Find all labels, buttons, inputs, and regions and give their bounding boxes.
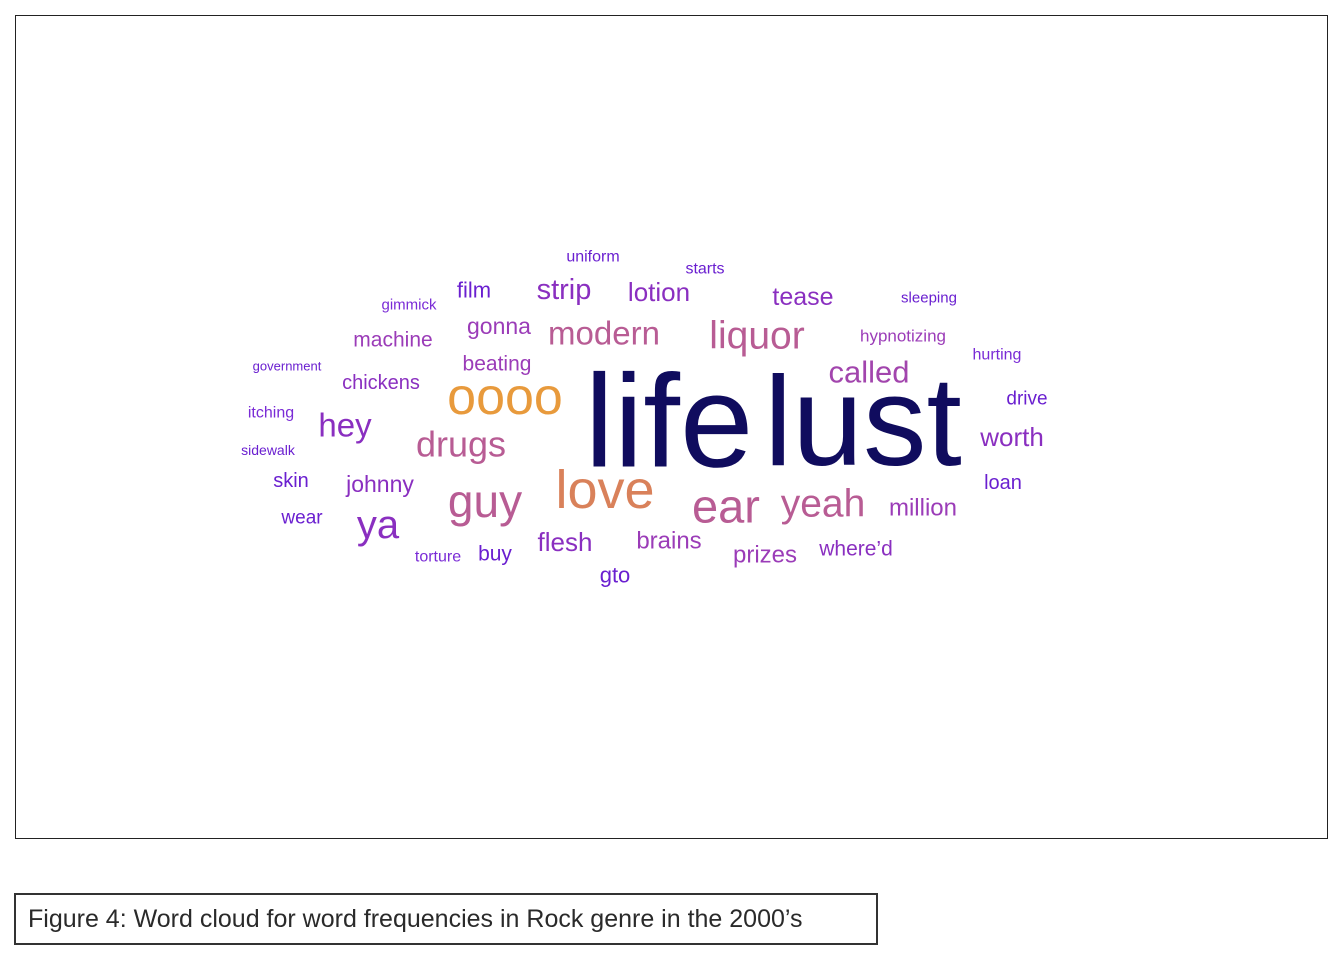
word-tease: tease <box>772 283 833 311</box>
word-itching: itching <box>248 405 294 422</box>
word-strip: strip <box>537 274 592 306</box>
word-government: government <box>253 359 322 374</box>
word-johnny: johnny <box>345 471 414 497</box>
word-lotion: lotion <box>628 277 690 307</box>
word-starts: starts <box>685 261 724 278</box>
word-ear: ear <box>692 480 760 533</box>
word-lust: lust <box>764 350 962 492</box>
word-cloud-panel: life lust oooo love ear guy yeah liquor drugs mod… <box>15 15 1328 839</box>
word-wear: wear <box>280 508 323 529</box>
word-million: million <box>889 495 957 522</box>
word-prizes: prizes <box>733 542 797 569</box>
word-modern: modern <box>548 315 660 352</box>
word-gonna: gonna <box>467 313 531 339</box>
word-worth: worth <box>979 422 1044 452</box>
word-called: called <box>829 355 910 390</box>
word-machine: machine <box>353 329 432 352</box>
word-love: love <box>555 460 654 520</box>
word-gto: gto <box>600 563 631 588</box>
word-flesh: flesh <box>538 527 593 557</box>
word-whered: where’d <box>818 538 893 561</box>
word-liquor: liquor <box>709 315 804 358</box>
word-oooo: oooo <box>447 368 563 426</box>
word-ya: ya <box>357 503 400 547</box>
figure-caption-box: Figure 4: Word cloud for word frequencie… <box>14 893 878 945</box>
figure-caption: Figure 4: Word cloud for word frequencie… <box>28 904 803 933</box>
word-guy: guy <box>448 475 522 527</box>
word-brains: brains <box>636 528 701 555</box>
word-sleeping: sleeping <box>901 290 957 307</box>
word-sidewalk: sidewalk <box>241 442 296 458</box>
word-cloud: life lust oooo love ear guy yeah liquor drugs mod… <box>241 249 1047 588</box>
word-beating: beating <box>463 353 532 376</box>
word-life: life <box>585 348 754 495</box>
word-torture: torture <box>415 549 461 566</box>
word-drugs: drugs <box>416 424 506 465</box>
word-chickens: chickens <box>342 372 420 394</box>
word-yeah: yeah <box>781 483 866 526</box>
word-buy: buy <box>478 543 512 566</box>
word-hypnotizing: hypnotizing <box>860 327 946 346</box>
word-hey: hey <box>318 407 372 444</box>
word-loan: loan <box>984 472 1022 494</box>
word-film: film <box>457 278 491 303</box>
word-uniform: uniform <box>566 249 619 266</box>
word-skin: skin <box>273 470 309 492</box>
word-gimmick: gimmick <box>382 297 437 314</box>
word-drive: drive <box>1006 389 1047 410</box>
word-hurting: hurting <box>973 347 1022 364</box>
